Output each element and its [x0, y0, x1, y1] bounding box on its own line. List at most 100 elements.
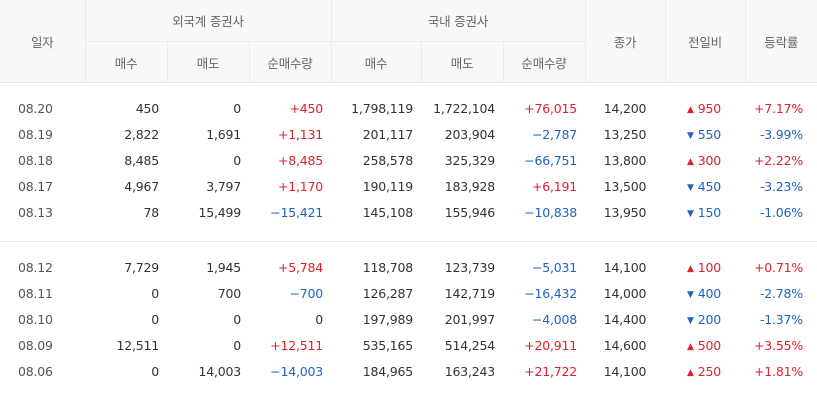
- domestic-sell-cell: 201,997: [444, 311, 495, 327]
- close-price-cell: 14,200: [603, 100, 647, 116]
- price-diff-value: 450: [697, 178, 721, 194]
- foreign-net-cell: +5,784: [277, 259, 323, 275]
- domestic-sell-cell: 325,329: [444, 152, 495, 168]
- domestic-buy-cell: 197,989: [362, 311, 413, 327]
- triangle-down-icon: ▼: [687, 315, 694, 326]
- date-cell: 08.20: [18, 100, 53, 116]
- price-diff-cell: ▼ 150: [665, 199, 745, 225]
- table-body: 08.20 450 0 +450 1,798,119 1,722,104 +76,015 14…: [0, 83, 817, 385]
- change-rate-cell: +3.55%: [754, 337, 803, 353]
- price-diff-cell: ▲ 300: [665, 147, 745, 173]
- change-rate-cell: -2.78%: [759, 285, 803, 301]
- date-cell: 08.09: [18, 337, 53, 353]
- domestic-sell-cell: 1,722,104: [433, 100, 495, 116]
- domestic-sell-cell: 163,243: [444, 363, 495, 379]
- price-diff-value: 200: [697, 311, 721, 327]
- domestic-net-cell: +6,191: [531, 178, 577, 194]
- foreign-buy-cell: 12,511: [116, 337, 159, 353]
- price-diff-value: 950: [697, 100, 721, 116]
- foreign-buy-cell: 0: [151, 285, 159, 301]
- header-domestic-net: 순매수량: [502, 41, 585, 83]
- domestic-sell-cell: 514,254: [444, 337, 495, 353]
- foreign-buy-cell: 0: [151, 311, 159, 327]
- price-diff-value: 500: [697, 337, 721, 353]
- table-row: 08.18 8,485 0 +8,485 258,578 325,329 −66,751 13…: [0, 147, 817, 173]
- close-price-cell: 13,250: [603, 126, 647, 142]
- domestic-net-cell: +20,911: [524, 337, 577, 353]
- foreign-sell-cell: 1,945: [206, 259, 241, 275]
- domestic-buy-cell: 145,108: [362, 204, 413, 220]
- domestic-net-cell: +21,722: [524, 363, 577, 379]
- foreign-buy-cell: 2,822: [124, 126, 159, 142]
- table-row: 08.10 0 0 0 197,989 201,997 −4,008 14,400 ▼ 200 -1…: [0, 306, 817, 332]
- domestic-buy-cell: 201,117: [362, 126, 413, 142]
- foreign-net-cell: 0: [315, 311, 323, 327]
- close-price-cell: 13,800: [603, 152, 647, 168]
- table-row: 08.17 4,967 3,797 +1,170 190,119 183,928 +6,19…: [0, 173, 817, 199]
- header-domestic-buy: 매수: [330, 41, 421, 83]
- domestic-net-cell: −4,008: [531, 311, 577, 327]
- domestic-sell-cell: 155,946: [444, 204, 495, 220]
- triangle-up-icon: ▲: [687, 341, 694, 352]
- table-row: 08.20 450 0 +450 1,798,119 1,722,104 +76,015 14…: [0, 95, 817, 121]
- foreign-sell-cell: 14,003: [198, 363, 241, 379]
- date-cell: 08.06: [18, 363, 53, 379]
- table-row: 08.06 0 14,003 −14,003 184,965 163,243 +21,722…: [0, 358, 817, 384]
- foreign-buy-cell: 4,967: [124, 178, 159, 194]
- header-foreign-net: 순매수량: [248, 41, 331, 83]
- change-rate-cell: -3.23%: [759, 178, 803, 194]
- change-rate-cell: +0.71%: [754, 259, 803, 275]
- group-divider: [0, 225, 817, 242]
- header-domestic-sell: 매도: [420, 41, 503, 83]
- price-diff-cell: ▼ 450: [665, 173, 745, 199]
- foreign-net-cell: −700: [289, 285, 323, 301]
- close-price-cell: 14,100: [603, 363, 647, 379]
- table-row: 08.13 78 15,499 −15,421 145,108 155,946 −10,83…: [0, 199, 817, 225]
- close-price-cell: 13,500: [603, 178, 647, 194]
- header-foreign-buy: 매수: [84, 41, 167, 83]
- price-diff-value: 550: [697, 126, 721, 142]
- spacer-cell: [0, 242, 817, 255]
- date-cell: 08.10: [18, 311, 53, 327]
- date-cell: 08.12: [18, 259, 53, 275]
- foreign-net-cell: +8,485: [277, 152, 323, 168]
- foreign-sell-cell: 0: [233, 100, 241, 116]
- header-close: 종가: [584, 0, 665, 83]
- domestic-sell-cell: 183,928: [444, 178, 495, 194]
- table-row: 08.12 7,729 1,945 +5,784 118,708 123,739 −5,03…: [0, 254, 817, 280]
- domestic-sell-cell: 142,719: [444, 285, 495, 301]
- close-price-cell: 14,100: [603, 259, 647, 275]
- foreign-sell-cell: 0: [233, 337, 241, 353]
- price-diff-value: 150: [697, 204, 721, 220]
- table-row: 08.19 2,822 1,691 +1,131 201,117 203,904 −2,78…: [0, 121, 817, 147]
- price-diff-value: 400: [697, 285, 721, 301]
- foreign-sell-cell: 0: [233, 311, 241, 327]
- change-rate-cell: +1.81%: [754, 363, 803, 379]
- close-price-cell: 14,600: [603, 337, 647, 353]
- domestic-buy-cell: 190,119: [362, 178, 413, 194]
- foreign-net-cell: −14,003: [270, 363, 323, 379]
- domestic-buy-cell: 126,287: [362, 285, 413, 301]
- foreign-buy-cell: 450: [135, 100, 159, 116]
- foreign-buy-cell: 8,485: [124, 152, 159, 168]
- close-price-cell: 14,000: [603, 285, 647, 301]
- change-rate-cell: +7.17%: [754, 100, 803, 116]
- triangle-up-icon: ▲: [687, 104, 694, 115]
- change-rate-cell: -1.06%: [759, 204, 803, 220]
- close-price-cell: 13,950: [603, 204, 647, 220]
- divider-cell: [0, 225, 817, 242]
- domestic-net-cell: −2,787: [531, 126, 577, 142]
- date-cell: 08.18: [18, 152, 53, 168]
- date-cell: 08.17: [18, 178, 53, 194]
- change-rate-cell: -1.37%: [759, 311, 803, 327]
- foreign-buy-cell: 7,729: [124, 259, 159, 275]
- domestic-net-cell: +76,015: [524, 100, 577, 116]
- price-diff-cell: ▼ 200: [665, 306, 745, 332]
- triangle-down-icon: ▼: [687, 182, 694, 193]
- triangle-down-icon: ▼: [687, 208, 694, 219]
- foreign-sell-cell: 0: [233, 152, 241, 168]
- domestic-buy-cell: 535,165: [362, 337, 413, 353]
- foreign-buy-cell: 78: [143, 204, 159, 220]
- foreign-sell-cell: 15,499: [198, 204, 241, 220]
- triangle-up-icon: ▲: [687, 367, 694, 378]
